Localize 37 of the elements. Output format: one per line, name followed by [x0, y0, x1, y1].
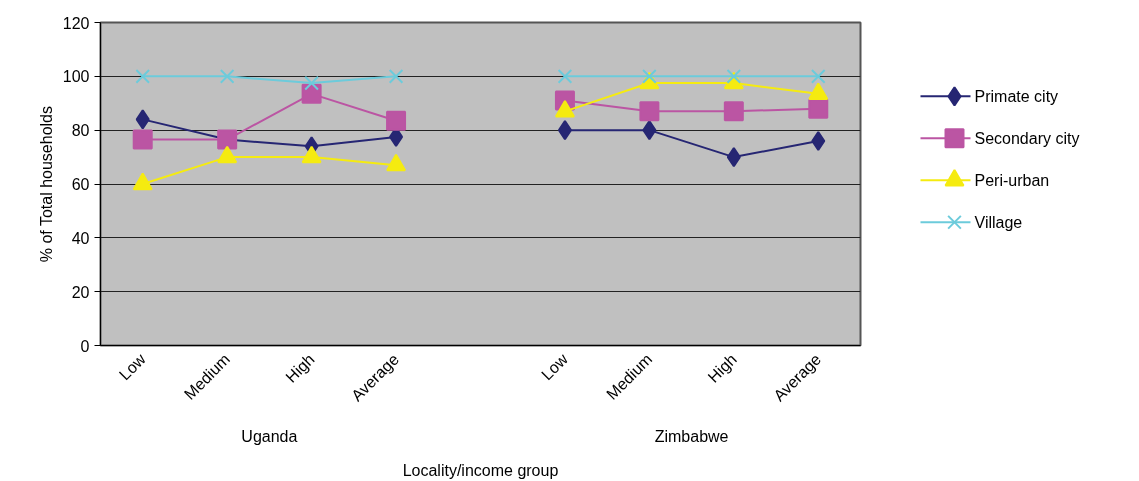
point: [304, 75, 319, 91]
y-tick-label: 60: [71, 176, 90, 193]
point: [557, 68, 573, 84]
point: [301, 83, 322, 104]
point: [386, 110, 407, 131]
point: [388, 68, 404, 84]
point: [135, 68, 151, 84]
point: [811, 130, 826, 151]
legend-label: Peri-urban: [974, 171, 1050, 189]
y-tick-label: 100: [62, 68, 90, 86]
point: [726, 147, 741, 168]
text: Zimbabwe: [654, 427, 729, 445]
x-tick-label: High: [704, 350, 740, 386]
point: [808, 98, 829, 119]
point: [132, 129, 153, 150]
point: [557, 120, 572, 141]
x-tick-label: High: [282, 350, 318, 386]
point: [642, 120, 657, 141]
point: [219, 68, 235, 84]
legend-label: Village: [974, 213, 1023, 231]
y-tick-label: 0: [80, 337, 90, 355]
y-axis-title: % of Total households: [37, 106, 55, 263]
text: Uganda: [241, 427, 298, 445]
y-tick-label: 40: [71, 229, 90, 247]
point: [726, 68, 742, 84]
x-axis-title: Locality/income group: [402, 461, 559, 479]
x-tick-label: Low: [115, 350, 150, 384]
legend-label: Primate city: [974, 87, 1059, 105]
point: [639, 101, 660, 122]
x-tick-label: Low: [538, 350, 572, 384]
y-tick-label: 20: [71, 283, 90, 301]
y-tick-label: 120: [62, 14, 90, 32]
y-tick-label: 80: [71, 122, 90, 140]
point: [723, 101, 744, 122]
legend-label: Secondary city: [974, 129, 1080, 147]
point: [135, 109, 150, 130]
point: [810, 68, 826, 84]
